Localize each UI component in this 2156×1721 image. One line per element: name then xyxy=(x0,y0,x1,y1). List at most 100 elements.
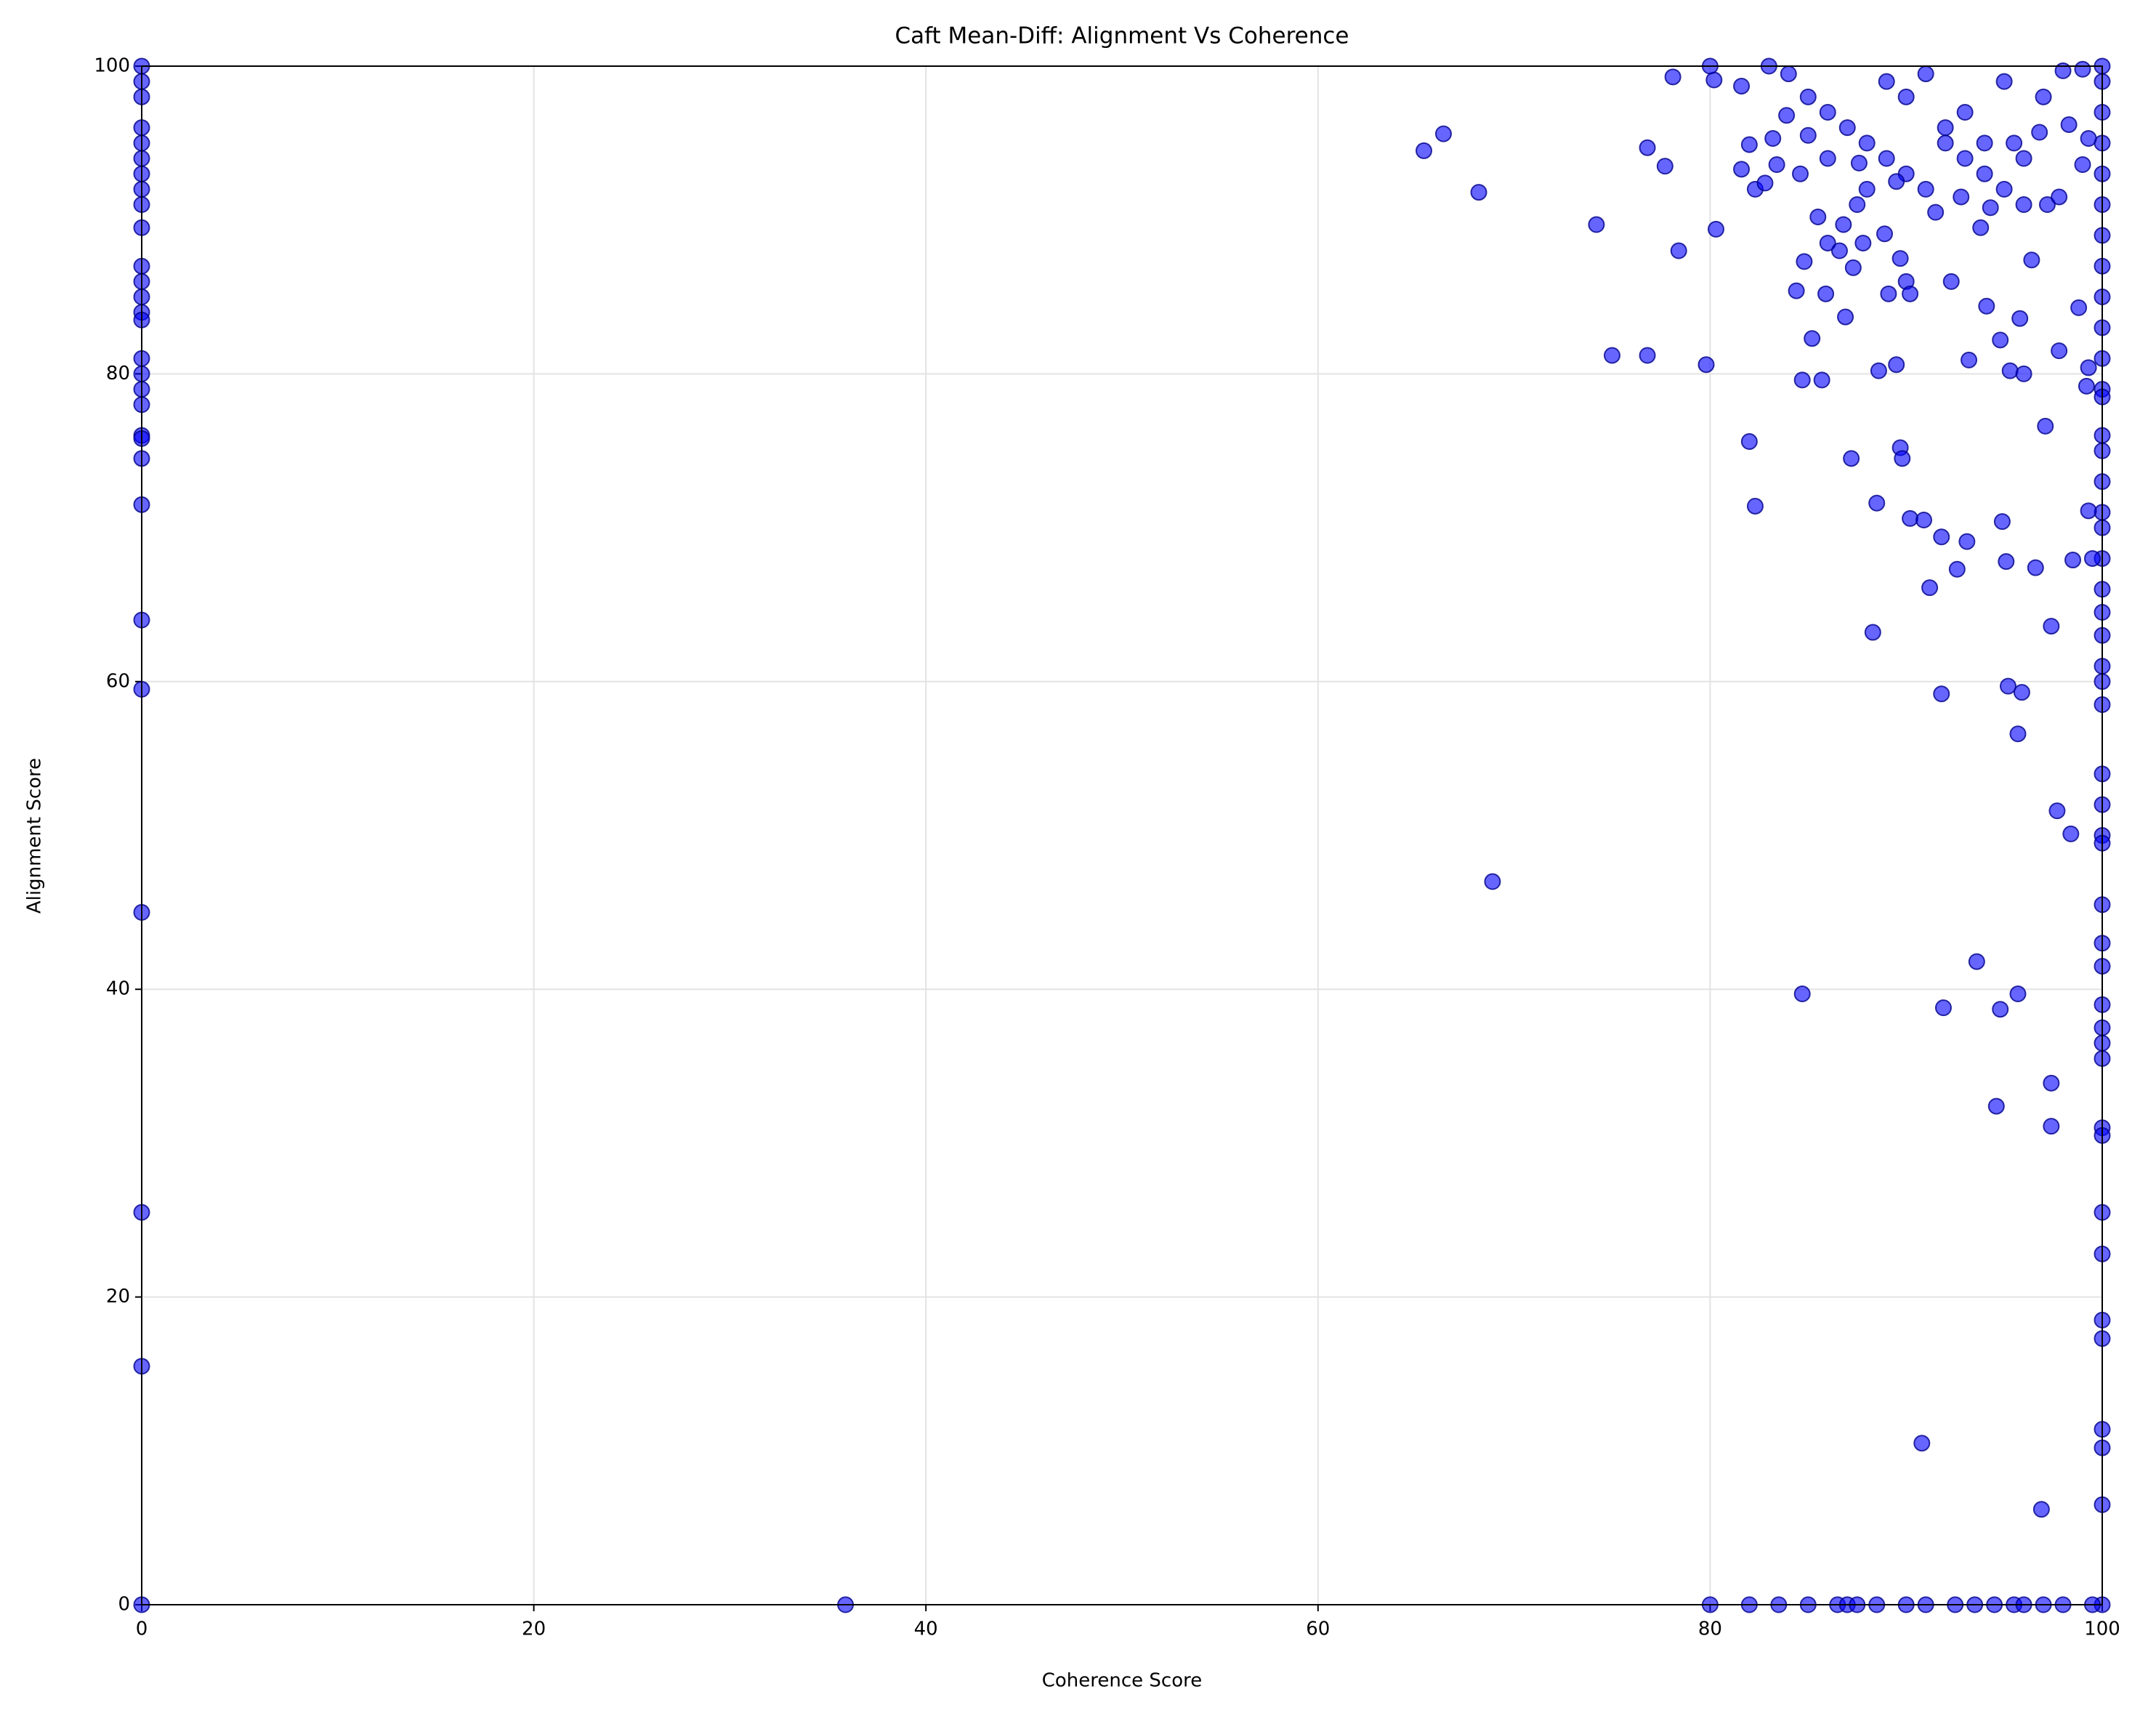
point xyxy=(2023,251,2040,269)
point xyxy=(1764,129,1782,147)
point xyxy=(2074,60,2091,78)
point xyxy=(1878,73,1895,90)
y-axis-label: Alignment Score xyxy=(24,758,46,914)
point xyxy=(2078,377,2095,395)
point xyxy=(2043,1074,2060,1092)
point xyxy=(1876,225,1894,243)
x-tick-label: 80 xyxy=(1698,1619,1722,1640)
point xyxy=(2032,1501,2050,1518)
point xyxy=(1484,873,1501,890)
point xyxy=(1937,119,1954,137)
point xyxy=(2037,417,2054,435)
point xyxy=(2054,62,2072,79)
point xyxy=(2038,196,2056,214)
point xyxy=(1921,579,1939,597)
point xyxy=(1888,356,1905,374)
point xyxy=(2051,342,2068,360)
point xyxy=(1897,88,1915,105)
point xyxy=(1961,351,1978,368)
point xyxy=(1878,150,1895,167)
point xyxy=(1415,142,1432,159)
point xyxy=(1942,273,1960,290)
point xyxy=(1956,150,1974,167)
point xyxy=(1470,184,1487,201)
point xyxy=(1809,208,1827,225)
point xyxy=(1953,188,1970,206)
point xyxy=(1733,78,1751,95)
point xyxy=(1995,180,2013,198)
point xyxy=(1819,234,1836,251)
point xyxy=(1917,65,1934,83)
point xyxy=(1843,450,1860,467)
point xyxy=(1998,553,2015,571)
y-tick-label: 80 xyxy=(106,363,130,384)
point xyxy=(1870,362,1887,379)
point xyxy=(1844,259,1862,276)
point xyxy=(1768,156,1785,173)
point xyxy=(1888,173,1905,190)
point xyxy=(2070,299,2088,316)
point xyxy=(1588,216,1605,233)
point xyxy=(1740,136,1758,153)
point xyxy=(1858,180,1876,198)
point xyxy=(1948,560,1966,578)
point xyxy=(1864,624,1881,641)
y-tick-label: 60 xyxy=(106,670,130,692)
point xyxy=(1780,65,1797,83)
point xyxy=(2080,359,2097,376)
point xyxy=(1664,68,1681,86)
x-tick-label: 0 xyxy=(136,1619,148,1640)
point xyxy=(1976,134,1993,152)
point xyxy=(1917,180,1934,198)
point xyxy=(1788,282,1805,299)
point xyxy=(2009,725,2027,743)
x-tick-label: 20 xyxy=(522,1619,546,1640)
point xyxy=(1999,677,2016,695)
point xyxy=(1434,125,1452,142)
point xyxy=(1733,161,1751,178)
point xyxy=(1902,509,1919,527)
point xyxy=(1992,331,2009,349)
point xyxy=(1796,253,1813,270)
point xyxy=(2080,502,2097,520)
point xyxy=(1746,497,1764,515)
point xyxy=(1992,1001,2009,1018)
point xyxy=(2015,150,2032,167)
point xyxy=(1707,220,1724,238)
point xyxy=(1933,528,1950,546)
point xyxy=(1937,134,1954,152)
point xyxy=(1858,134,1876,152)
point xyxy=(1819,104,1836,121)
point xyxy=(2084,549,2102,567)
point xyxy=(2035,88,2052,105)
point xyxy=(2001,362,2019,379)
point xyxy=(1837,308,1854,326)
point xyxy=(1933,685,1950,703)
point xyxy=(2062,825,2080,842)
point xyxy=(1740,433,1758,451)
point xyxy=(2043,1118,2060,1135)
point xyxy=(1958,533,1976,550)
point xyxy=(1799,126,1817,144)
point xyxy=(1697,356,1715,374)
point xyxy=(2015,196,2032,214)
point xyxy=(1819,150,1836,167)
point xyxy=(1705,71,1723,89)
point xyxy=(1656,158,1673,175)
x-tick-label: 60 xyxy=(1306,1619,1330,1640)
point xyxy=(1854,234,1872,251)
point xyxy=(1670,242,1687,259)
point xyxy=(1956,104,1974,121)
point xyxy=(1995,73,2013,90)
point xyxy=(1850,154,1868,172)
point xyxy=(1838,119,1856,137)
point xyxy=(1639,139,1656,156)
point xyxy=(1976,165,1993,182)
point xyxy=(1982,199,1999,217)
point xyxy=(2006,134,2023,152)
point xyxy=(1915,512,1932,529)
point xyxy=(2051,188,2068,206)
point xyxy=(1891,250,1909,267)
point xyxy=(1639,347,1656,364)
